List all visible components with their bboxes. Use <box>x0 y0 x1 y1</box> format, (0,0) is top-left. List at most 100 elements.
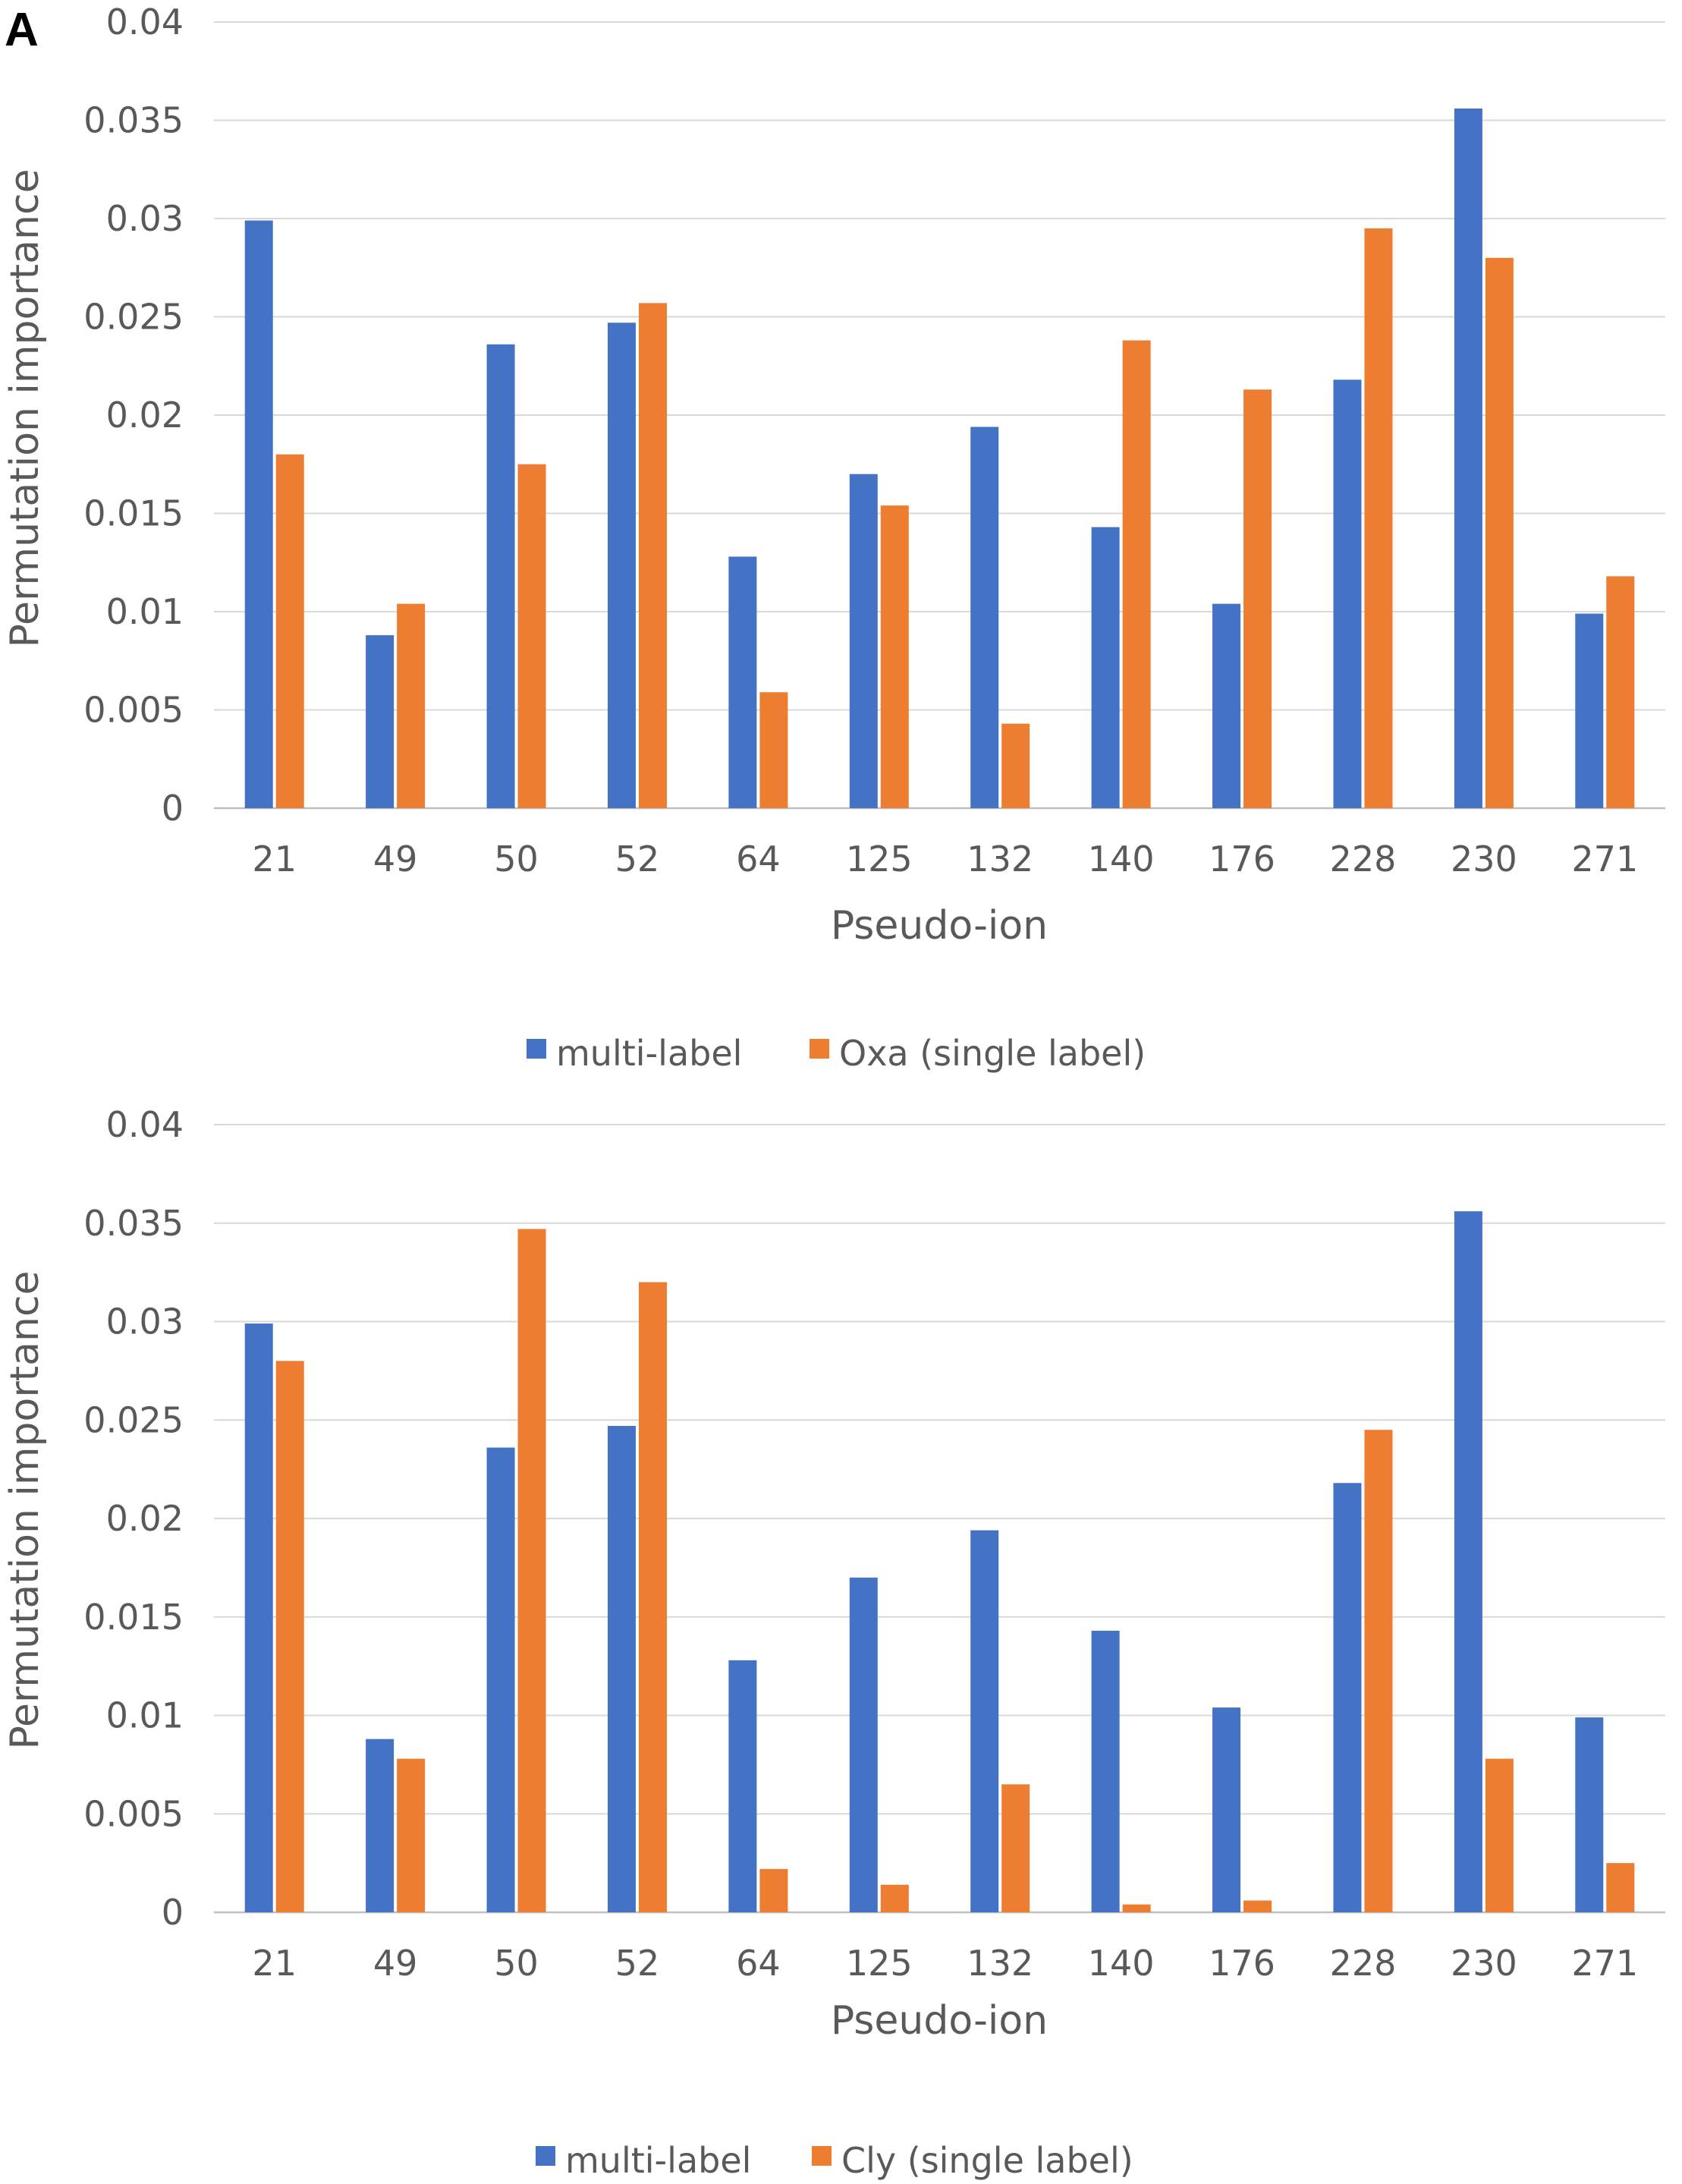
bar-a-oxa-single-label-228 <box>1364 228 1393 808</box>
x-tick-label-a-50: 50 <box>494 839 539 880</box>
y-tick-label-a-7: 0.035 <box>83 100 184 141</box>
x-tick-label-a-140: 140 <box>1088 839 1155 880</box>
bar-b-cly-single-label-176 <box>1243 1900 1272 1912</box>
bar-b-multi-label-64 <box>728 1660 757 1912</box>
bar-a-multi-label-125 <box>849 474 878 808</box>
chart-a-svg: A 00.0050.010.0150.020.0250.030.0350.04 … <box>2 2 1665 1074</box>
x-tick-label-a-230: 230 <box>1451 839 1517 880</box>
bar-b-multi-label-176 <box>1212 1707 1241 1912</box>
y-tick-label-b-5: 0.025 <box>83 1399 184 1440</box>
x-tick-label-a-228: 228 <box>1330 839 1397 880</box>
y-tick-label-b-3: 0.015 <box>83 1597 184 1638</box>
x-axis-title-a: Pseudo-ion <box>831 903 1048 949</box>
bars-a <box>244 108 1635 809</box>
y-tick-label-a-1: 0.005 <box>83 690 184 731</box>
bar-b-multi-label-125 <box>849 1577 878 1912</box>
chart-b-svg: B 00.0050.010.0150.020.0250.030.0350.04 … <box>2 1093 1665 2181</box>
bar-b-cly-single-label-50 <box>517 1229 546 1912</box>
y-axis-title-b: Permutation importance <box>2 1270 48 1749</box>
bar-a-oxa-single-label-21 <box>275 454 304 808</box>
x-tick-label-b-271: 271 <box>1571 1943 1638 1984</box>
panel-a: A 0 0.005 0.01 0.015 0.02 0.025 0.03 0.035 0.04 … <box>2 2 1665 1074</box>
y-tick-label-a-6: 0.03 <box>106 198 184 239</box>
bar-a-multi-label-176 <box>1212 603 1241 808</box>
bar-b-multi-label-132 <box>970 1530 999 1912</box>
x-tick-label-b-176: 176 <box>1209 1943 1275 1984</box>
bar-b-cly-single-label-230 <box>1485 1758 1514 1912</box>
bar-b-cly-single-label-271 <box>1606 1863 1635 1912</box>
x-tick-label-b-228: 228 <box>1330 1943 1397 1984</box>
bar-b-cly-single-label-21 <box>275 1361 304 1912</box>
x-tick-label-b-64: 64 <box>736 1943 781 1984</box>
bars-b <box>244 1211 1635 1912</box>
y-ticks-b: 0 0.005 0.01 0.015 0.02 0.025 0.03 0.035 0.04 <box>83 1104 184 1933</box>
x-tick-label-a-176: 176 <box>1209 839 1275 880</box>
legend-label-multi-label-a: multi-label <box>556 1033 742 1074</box>
x-tick-label-a-64: 64 <box>736 839 781 880</box>
x-tick-label-b-132: 132 <box>967 1943 1033 1984</box>
grid-b <box>214 1124 1665 1914</box>
legend-a: multi-label Oxa (single label) <box>527 1033 1146 1074</box>
bar-b-multi-label-271 <box>1575 1717 1604 1912</box>
legend-label-multi-label-b: multi-label <box>565 2140 751 2181</box>
x-tick-label-b-52: 52 <box>615 1943 660 1984</box>
bar-b-cly-single-label-125 <box>880 1884 909 1912</box>
bar-a-multi-label-140 <box>1091 527 1120 808</box>
x-tick-label-a-52: 52 <box>615 839 660 880</box>
x-tick-label-b-140: 140 <box>1088 1943 1155 1984</box>
bar-a-oxa-single-label-271 <box>1606 576 1635 808</box>
y-tick-label-b-8: 0.04 <box>106 1104 184 1145</box>
legend-swatch-cly-b <box>812 2146 832 2166</box>
y-tick-label-b-0: 0 <box>162 1892 184 1933</box>
x-tick-label-b-49: 49 <box>373 1943 418 1984</box>
x-tick-label-b-125: 125 <box>846 1943 913 1984</box>
y-tick-label-b-4: 0.02 <box>106 1498 184 1539</box>
x-ticks-a: 21 49 50 52 64 125 132 140 176 228 230 271 <box>252 839 1638 880</box>
bar-a-oxa-single-label-125 <box>880 505 909 808</box>
bar-a-oxa-single-label-140 <box>1122 340 1151 809</box>
legend-label-oxa-a: Oxa (single label) <box>839 1033 1146 1074</box>
y-tick-label-b-6: 0.03 <box>106 1301 184 1342</box>
y-tick-label-b-2: 0.01 <box>106 1695 184 1736</box>
bar-a-multi-label-132 <box>970 426 999 808</box>
bar-a-oxa-single-label-50 <box>517 464 546 808</box>
bar-a-oxa-single-label-176 <box>1243 389 1272 808</box>
bar-a-multi-label-50 <box>486 344 515 808</box>
bar-a-multi-label-271 <box>1575 613 1604 808</box>
bar-a-oxa-single-label-132 <box>1001 723 1030 808</box>
panel-label-b: B <box>5 1093 39 1102</box>
bar-b-cly-single-label-132 <box>1001 1784 1030 1912</box>
bar-b-multi-label-49 <box>366 1739 395 1912</box>
bar-b-cly-single-label-49 <box>397 1758 426 1912</box>
y-tick-label-a-3: 0.015 <box>83 493 184 534</box>
x-tick-label-a-125: 125 <box>846 839 913 880</box>
x-tick-label-b-230: 230 <box>1451 1943 1517 1984</box>
bar-b-multi-label-228 <box>1333 1483 1362 1912</box>
bar-b-multi-label-52 <box>607 1426 636 1912</box>
y-tick-label-b-1: 0.005 <box>83 1793 184 1834</box>
bar-b-multi-label-21 <box>244 1323 273 1912</box>
y-tick-label-a-2: 0.01 <box>106 591 184 632</box>
x-ticks-b: 21 49 50 52 64 125 132 140 176 228 230 271 <box>252 1943 1638 1984</box>
x-tick-label-a-21: 21 <box>252 839 297 880</box>
bar-a-multi-label-64 <box>728 556 757 808</box>
y-tick-label-b-7: 0.035 <box>83 1203 184 1244</box>
x-tick-label-b-50: 50 <box>494 1943 539 1984</box>
y-axis-title-a: Permutation importance <box>2 168 48 647</box>
bar-a-oxa-single-label-64 <box>759 692 788 808</box>
bar-a-multi-label-21 <box>244 220 273 809</box>
y-tick-label-a-0: 0 <box>162 788 184 829</box>
bar-a-oxa-single-label-52 <box>638 303 667 808</box>
legend-swatch-oxa-a <box>810 1039 829 1059</box>
y-ticks-a: 0 0.005 0.01 0.015 0.02 0.025 0.03 0.035 0.04 <box>83 2 184 829</box>
bar-b-multi-label-230 <box>1454 1211 1482 1912</box>
bar-b-cly-single-label-228 <box>1364 1430 1393 1912</box>
bar-a-oxa-single-label-230 <box>1485 257 1514 808</box>
bar-b-cly-single-label-140 <box>1122 1904 1151 1912</box>
x-tick-label-a-271: 271 <box>1571 839 1638 880</box>
bar-b-multi-label-140 <box>1091 1630 1120 1912</box>
bar-a-multi-label-52 <box>607 323 636 808</box>
legend-b: multi-label Cly (single label) <box>536 2140 1133 2181</box>
bar-a-oxa-single-label-49 <box>397 603 426 808</box>
y-tick-label-a-8: 0.04 <box>106 2 184 42</box>
